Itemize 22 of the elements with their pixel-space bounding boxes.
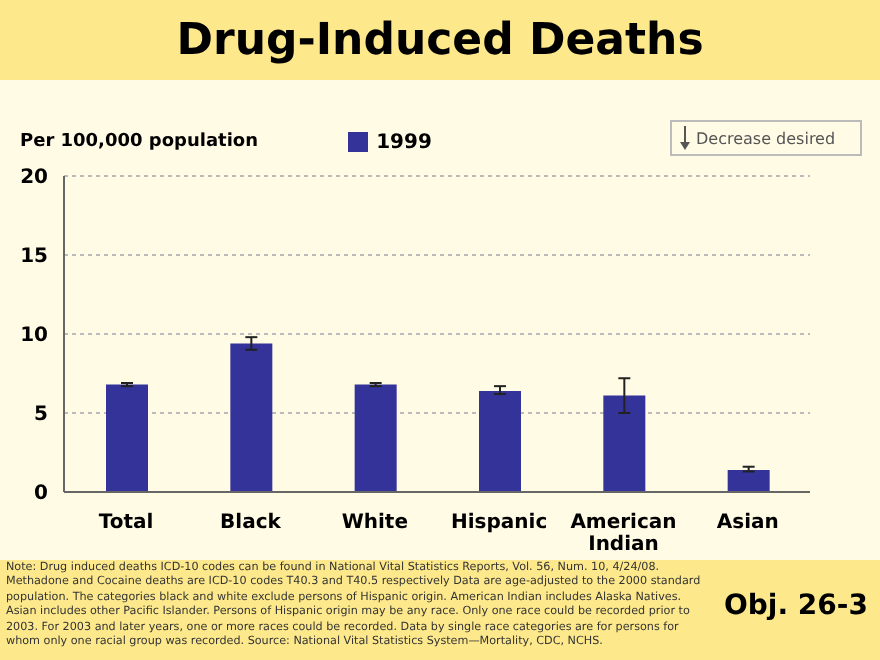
x-tick-label: Asian [716, 512, 779, 535]
x-tick-label: White [341, 512, 409, 535]
y-tick-label: 15 [20, 246, 49, 269]
y-tick-label: 20 [20, 167, 49, 190]
bar [479, 390, 521, 492]
text-box: Decrease desired [670, 120, 862, 156]
bar [603, 395, 646, 492]
bar [354, 384, 397, 492]
bar [106, 384, 148, 492]
y-tick-label: 10 [20, 325, 49, 348]
chart-title: Drug-Induced Deaths [0, 0, 880, 80]
y-tick-label: 5 [34, 404, 49, 427]
x-tick-label: Hispanic [451, 512, 548, 535]
bar [727, 469, 770, 492]
x-tick-label: Black [220, 512, 282, 535]
y-axis-title: Per 100,000 population [20, 132, 259, 152]
y-tick-label: 0 [34, 483, 49, 506]
x-tick-label: Total [98, 512, 154, 535]
bar [230, 343, 273, 492]
x-tick-label: American Indian [570, 512, 677, 557]
legend-label: 1999 [376, 132, 432, 154]
text: Obj. 26-3 [724, 590, 868, 622]
